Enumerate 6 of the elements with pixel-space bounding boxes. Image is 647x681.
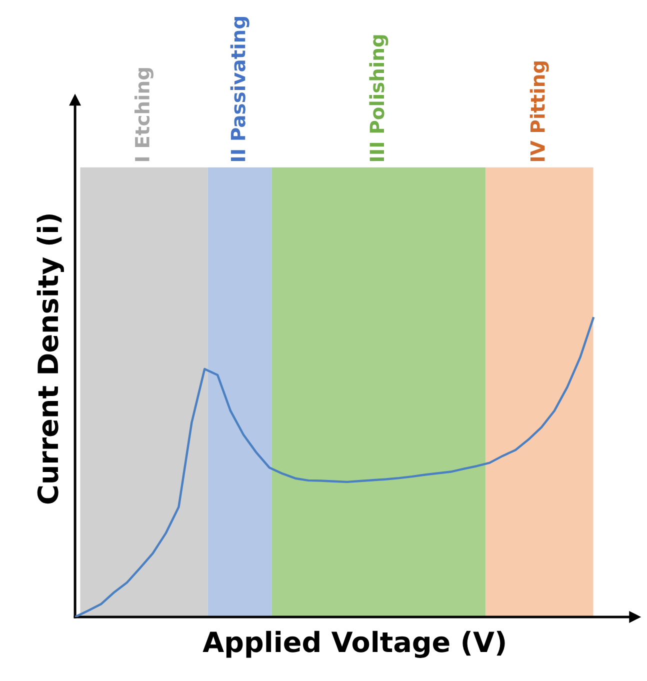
text: III Polishing [369, 35, 388, 162]
text: II Passivating [230, 17, 250, 162]
x-axis-title: Applied Voltage (V) [202, 630, 505, 658]
text: IV Pitting [530, 61, 549, 162]
text: I Etching [134, 68, 154, 162]
y-axis-title: Current Density (i) [36, 214, 64, 504]
